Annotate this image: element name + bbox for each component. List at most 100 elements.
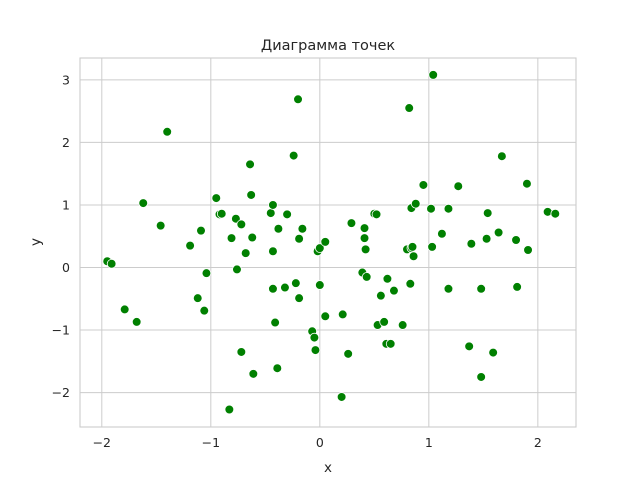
x-axis-label: x: [324, 460, 332, 476]
data-point: [138, 198, 149, 208]
data-point: [407, 242, 418, 252]
data-point: [360, 244, 371, 255]
data-point: [410, 198, 421, 209]
data-point: [443, 283, 454, 294]
data-point: [272, 363, 283, 374]
data-point: [294, 233, 304, 244]
data-points: [102, 70, 561, 415]
plot-area-frame: [79, 57, 577, 428]
data-point: [359, 233, 370, 243]
data-point: [408, 251, 419, 262]
data-point: [270, 317, 280, 328]
data-point: [397, 320, 408, 330]
data-point: [493, 227, 504, 238]
data-point: [224, 404, 235, 415]
x-tick-labels: −2 −1 0 1 2: [93, 435, 542, 450]
data-point: [346, 218, 357, 228]
data-point: [426, 203, 436, 214]
data-point: [196, 225, 206, 236]
y-tick-label: 3: [62, 72, 70, 87]
data-point: [361, 272, 372, 282]
data-point: [336, 392, 347, 402]
data-point: [385, 339, 396, 349]
y-tick-label: −1: [52, 323, 70, 338]
data-point: [427, 242, 437, 252]
data-point: [482, 208, 493, 218]
y-tick-label: −2: [52, 385, 70, 400]
data-point: [201, 268, 212, 278]
y-tick-label: 0: [62, 260, 70, 275]
data-point: [268, 283, 278, 294]
data-point: [315, 243, 325, 253]
x-tick-label: 1: [425, 435, 433, 450]
data-point: [437, 228, 447, 239]
x-tick-label: 0: [316, 435, 324, 450]
data-point: [293, 94, 303, 105]
data-point: [464, 341, 474, 352]
data-point: [232, 264, 242, 275]
data-point: [337, 309, 348, 320]
data-point: [291, 278, 301, 288]
data-point: [320, 237, 331, 247]
data-point: [511, 235, 521, 245]
data-point: [453, 181, 464, 192]
data-point: [246, 190, 256, 200]
data-point: [488, 347, 498, 358]
data-point: [320, 311, 331, 322]
data-point: [245, 159, 255, 170]
y-axis-label: y: [28, 238, 44, 246]
data-point: [247, 232, 258, 243]
data-point: [280, 282, 290, 293]
data-point: [288, 150, 299, 161]
data-point: [315, 280, 325, 290]
x-tick-label: −1: [202, 435, 220, 450]
data-point: [382, 273, 393, 284]
data-point: [481, 233, 492, 244]
data-point: [428, 70, 438, 80]
data-point: [371, 209, 382, 220]
data-point: [379, 317, 389, 327]
data-point: [359, 223, 370, 233]
data-point: [418, 180, 429, 190]
data-point: [309, 332, 320, 343]
data-point: [185, 240, 195, 251]
x-tick-label: −2: [93, 435, 111, 450]
data-point: [405, 278, 416, 289]
data-point: [192, 293, 203, 303]
data-point: [466, 238, 477, 249]
data-point: [162, 127, 173, 137]
y-tick-labels: −2 −1 0 1 2 3: [52, 72, 70, 400]
data-point: [389, 285, 399, 296]
data-point: [268, 200, 278, 210]
y-tick-label: 2: [62, 135, 70, 150]
data-point: [211, 193, 222, 203]
data-point: [155, 220, 166, 231]
data-point: [265, 208, 276, 218]
data-point: [106, 258, 117, 269]
data-point: [119, 304, 130, 315]
data-point: [512, 282, 522, 292]
data-point: [131, 317, 142, 327]
data-point: [443, 203, 454, 214]
data-point: [343, 349, 353, 359]
data-point: [550, 208, 561, 219]
data-point: [268, 246, 278, 257]
data-point: [294, 293, 304, 303]
data-point: [240, 248, 251, 258]
data-point: [199, 305, 210, 316]
y-tick-label: 1: [62, 197, 70, 212]
data-point: [476, 283, 486, 294]
x-tick-label: 2: [534, 435, 542, 450]
data-point: [376, 290, 386, 301]
data-point: [236, 219, 247, 230]
data-point: [404, 103, 415, 113]
data-point: [248, 369, 259, 379]
data-point: [236, 347, 247, 357]
data-point: [476, 372, 486, 382]
data-point: [522, 178, 532, 189]
grid-lines: [80, 58, 576, 427]
data-point: [282, 209, 292, 220]
chart-title: Диаграмма точек: [261, 38, 396, 54]
